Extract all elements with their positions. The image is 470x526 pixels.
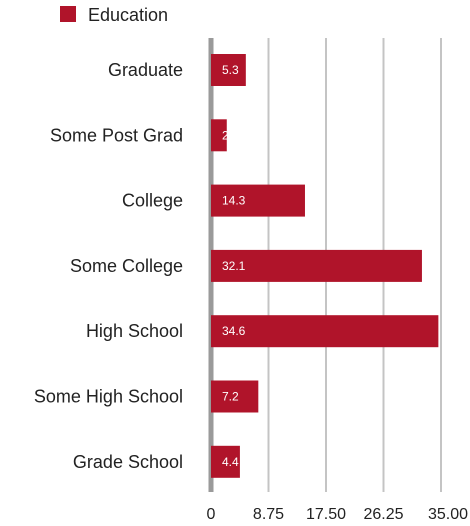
bar [211, 315, 439, 348]
bar [211, 249, 422, 282]
data-label: 7.2 [222, 390, 239, 404]
category-label: Some High School [34, 387, 183, 407]
category-label: Graduate [108, 60, 183, 80]
bar [211, 380, 259, 413]
x-tick-label: 0 [207, 506, 216, 523]
data-label: 34.6 [222, 324, 246, 338]
category-labels: Graduate Some Post Grad College Some Colleg… [34, 60, 183, 472]
legend-label: Education [88, 5, 168, 25]
bar [211, 54, 246, 86]
bar [211, 184, 305, 217]
category-label: High School [86, 321, 183, 341]
bars [211, 54, 439, 478]
x-tick-label: 26.25 [363, 506, 403, 523]
bar [211, 445, 240, 478]
category-label: Some Post Grad [50, 125, 183, 145]
data-label: 32.1 [222, 259, 246, 273]
x-tick-label: 8.75 [253, 506, 284, 523]
data-label: 2.4 [222, 128, 239, 142]
data-label: 5.3 [222, 63, 239, 77]
legend-swatch [60, 6, 76, 22]
x-tick-label: 35.00 [428, 506, 468, 523]
data-labels: 5.3 2.4 14.3 32.1 34.6 7.2 4.4 [222, 63, 246, 469]
category-label: Some College [70, 256, 183, 276]
category-label: College [122, 191, 183, 211]
bar [211, 119, 227, 152]
legend: Education [60, 5, 168, 25]
x-tick-labels: 0 8.75 17.50 26.25 35.00 [207, 506, 469, 523]
category-label: Grade School [73, 452, 183, 472]
x-tick-label: 17.50 [306, 506, 346, 523]
data-label: 14.3 [222, 194, 246, 208]
data-label: 4.4 [222, 455, 239, 469]
